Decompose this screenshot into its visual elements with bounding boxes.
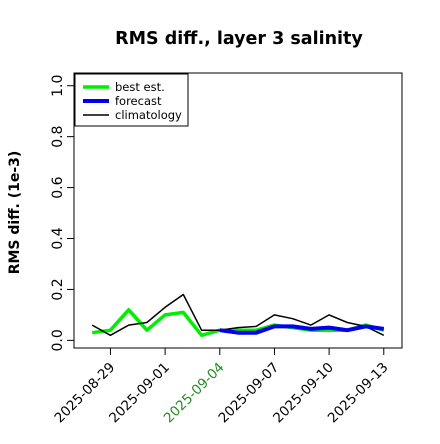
plot-frame (73, 72, 403, 349)
y-tick-label: 1.0 (50, 75, 66, 97)
legend-label: best est. (115, 80, 165, 94)
legend-label: forecast (115, 94, 162, 108)
y-tick-label: 0.0 (50, 329, 66, 351)
y-tick-label: 0.6 (50, 176, 66, 198)
chart-title: RMS diff., layer 3 salinity (115, 29, 363, 49)
legend-label: climatology (115, 108, 182, 122)
series-line-forecast (219, 324, 385, 335)
series-line-climatology (91, 293, 385, 337)
y-tick-label: 0.2 (50, 278, 66, 300)
y-tick-label: 0.4 (50, 227, 66, 249)
y-tick-label: 0.8 (50, 126, 66, 148)
y-axis-label: RMS diff. (1e-3) (7, 151, 23, 275)
